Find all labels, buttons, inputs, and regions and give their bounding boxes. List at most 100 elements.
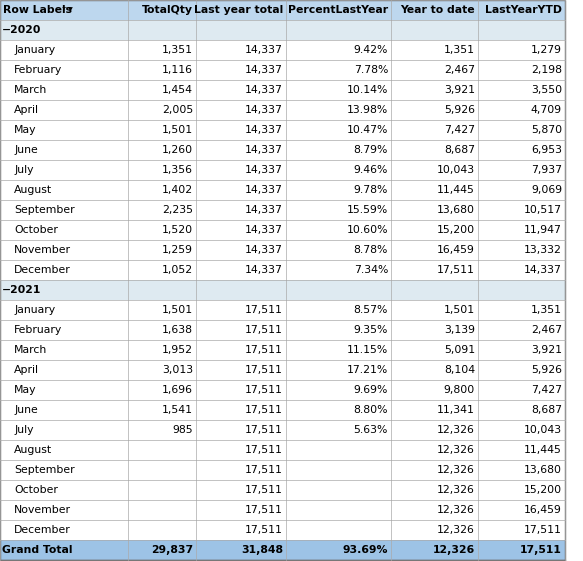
Text: 9,800: 9,800 bbox=[444, 385, 475, 395]
Text: 7,427: 7,427 bbox=[531, 385, 562, 395]
Bar bbox=[0, 60, 565, 80]
Text: 1,356: 1,356 bbox=[162, 165, 193, 175]
Text: 14,337: 14,337 bbox=[245, 245, 283, 255]
Text: 1,696: 1,696 bbox=[162, 385, 193, 395]
Text: 1,351: 1,351 bbox=[531, 305, 562, 315]
Bar bbox=[0, 40, 565, 60]
Text: 1,541: 1,541 bbox=[162, 405, 193, 415]
Text: 11,947: 11,947 bbox=[524, 225, 562, 235]
Text: 9.78%: 9.78% bbox=[354, 185, 388, 195]
Bar bbox=[0, 460, 565, 480]
Text: 16,459: 16,459 bbox=[437, 245, 475, 255]
Text: Row Labels: Row Labels bbox=[3, 5, 72, 15]
Text: 16,459: 16,459 bbox=[524, 505, 562, 515]
Text: 17,511: 17,511 bbox=[245, 425, 283, 435]
Text: 1,501: 1,501 bbox=[162, 305, 193, 315]
Text: 14,337: 14,337 bbox=[245, 105, 283, 115]
Text: 12,326: 12,326 bbox=[437, 485, 475, 495]
Text: 7.34%: 7.34% bbox=[354, 265, 388, 275]
Text: 1,501: 1,501 bbox=[162, 125, 193, 135]
Text: March: March bbox=[14, 85, 47, 95]
Bar bbox=[0, 180, 565, 200]
Text: 1,454: 1,454 bbox=[162, 85, 193, 95]
Text: October: October bbox=[14, 225, 58, 235]
Text: 985: 985 bbox=[173, 425, 193, 435]
Text: 17,511: 17,511 bbox=[245, 365, 283, 375]
Text: 17,511: 17,511 bbox=[245, 385, 283, 395]
Text: 2,467: 2,467 bbox=[444, 65, 475, 75]
Text: 15,200: 15,200 bbox=[524, 485, 562, 495]
Text: TotalQty: TotalQty bbox=[142, 5, 193, 15]
Text: 1,279: 1,279 bbox=[531, 45, 562, 55]
Text: June: June bbox=[14, 405, 38, 415]
Text: 3,013: 3,013 bbox=[162, 365, 193, 375]
Bar bbox=[0, 220, 565, 240]
Bar bbox=[0, 20, 565, 40]
Text: 10.47%: 10.47% bbox=[347, 125, 388, 135]
Text: October: October bbox=[14, 485, 58, 495]
Text: 15,200: 15,200 bbox=[437, 225, 475, 235]
Text: 29,837: 29,837 bbox=[151, 545, 193, 555]
Text: April: April bbox=[14, 105, 39, 115]
Text: PercentLastYear: PercentLastYear bbox=[288, 5, 388, 15]
Text: 5,926: 5,926 bbox=[531, 365, 562, 375]
Bar bbox=[0, 280, 565, 300]
Text: 17,511: 17,511 bbox=[245, 405, 283, 415]
Text: 1,402: 1,402 bbox=[162, 185, 193, 195]
Text: 17,511: 17,511 bbox=[245, 485, 283, 495]
Text: 17.21%: 17.21% bbox=[347, 365, 388, 375]
Text: 9.35%: 9.35% bbox=[354, 325, 388, 335]
Text: 13,680: 13,680 bbox=[524, 465, 562, 475]
Bar bbox=[0, 360, 565, 380]
Text: 17,511: 17,511 bbox=[245, 525, 283, 535]
Text: 14,337: 14,337 bbox=[245, 145, 283, 155]
Text: August: August bbox=[14, 185, 52, 195]
Text: 1,501: 1,501 bbox=[444, 305, 475, 315]
Text: September: September bbox=[14, 205, 75, 215]
Bar bbox=[0, 100, 565, 120]
Text: April: April bbox=[14, 365, 39, 375]
Text: May: May bbox=[14, 125, 37, 135]
Bar bbox=[0, 160, 565, 180]
Text: 2,005: 2,005 bbox=[161, 105, 193, 115]
Bar bbox=[0, 300, 565, 320]
Text: 1,952: 1,952 bbox=[162, 345, 193, 355]
Text: 5,091: 5,091 bbox=[444, 345, 475, 355]
Text: June: June bbox=[14, 145, 38, 155]
Text: 13.98%: 13.98% bbox=[347, 105, 388, 115]
Text: 9.42%: 9.42% bbox=[354, 45, 388, 55]
Bar bbox=[0, 520, 565, 540]
Text: 8.78%: 8.78% bbox=[354, 245, 388, 255]
Bar bbox=[0, 320, 565, 340]
Text: 14,337: 14,337 bbox=[245, 225, 283, 235]
Text: −2020: −2020 bbox=[2, 25, 41, 35]
Text: 12,326: 12,326 bbox=[437, 465, 475, 475]
Text: December: December bbox=[14, 525, 71, 535]
Text: 17,511: 17,511 bbox=[245, 505, 283, 515]
Bar bbox=[0, 240, 565, 260]
Text: 13,680: 13,680 bbox=[437, 205, 475, 215]
Text: September: September bbox=[14, 465, 75, 475]
Text: 17,511: 17,511 bbox=[245, 325, 283, 335]
Text: March: March bbox=[14, 345, 47, 355]
Text: 8.79%: 8.79% bbox=[354, 145, 388, 155]
Text: 12,326: 12,326 bbox=[437, 445, 475, 455]
Text: 6,953: 6,953 bbox=[531, 145, 562, 155]
Text: 1,351: 1,351 bbox=[444, 45, 475, 55]
Bar bbox=[0, 400, 565, 420]
Text: 11,445: 11,445 bbox=[524, 445, 562, 455]
Text: 14,337: 14,337 bbox=[245, 205, 283, 215]
Text: February: February bbox=[14, 325, 62, 335]
Text: 14,337: 14,337 bbox=[245, 65, 283, 75]
Text: 10.14%: 10.14% bbox=[347, 85, 388, 95]
Text: 1,260: 1,260 bbox=[162, 145, 193, 155]
Text: 8.57%: 8.57% bbox=[354, 305, 388, 315]
Bar bbox=[0, 420, 565, 440]
Text: 17,511: 17,511 bbox=[245, 345, 283, 355]
Text: 9.46%: 9.46% bbox=[354, 165, 388, 175]
Text: 14,337: 14,337 bbox=[245, 45, 283, 55]
Text: 12,326: 12,326 bbox=[437, 505, 475, 515]
Text: 2,235: 2,235 bbox=[162, 205, 193, 215]
Bar bbox=[0, 440, 565, 460]
Text: 8.80%: 8.80% bbox=[353, 405, 388, 415]
